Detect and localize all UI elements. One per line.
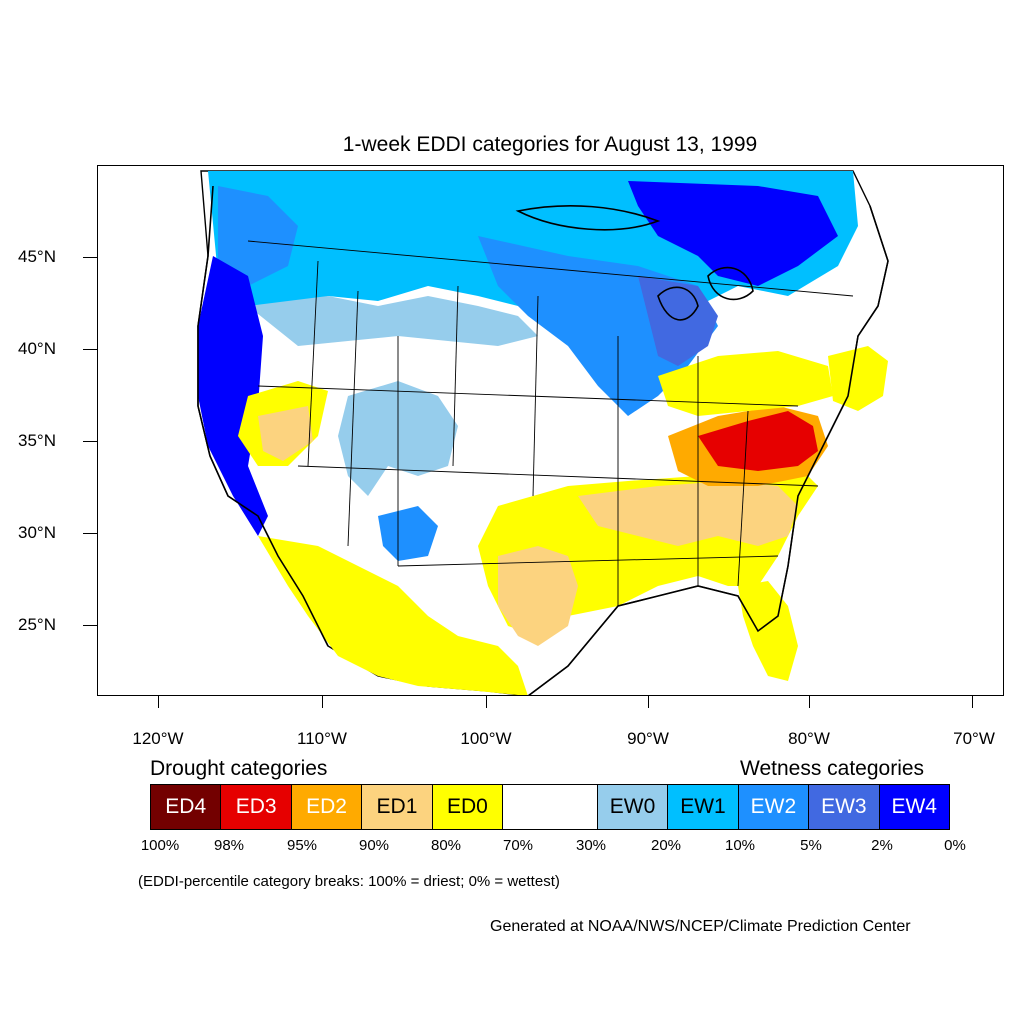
lat-label-45: 45°N	[18, 247, 56, 266]
pct-label-98: 98%	[213, 837, 245, 854]
dry-region-florida	[738, 581, 798, 681]
lon-tick-120	[158, 696, 159, 708]
dry-region-texas-ed1	[498, 546, 578, 646]
category-breaks-note: (EDDI-percentile category breaks: 100% =…	[138, 873, 560, 890]
pct-label-70: 70%	[502, 837, 534, 854]
lon-tick-70	[972, 696, 973, 708]
legend-swatch-ew3: EW3	[809, 785, 880, 829]
pct-label-2: 2%	[871, 837, 893, 854]
dry-region-ohio-valley	[658, 351, 833, 416]
lon-label-110: 110°W	[297, 729, 347, 748]
lon-label-90: 90°W	[627, 729, 669, 748]
pct-label-95: 95%	[286, 837, 318, 854]
lon-tick-110	[322, 696, 323, 708]
lon-label-80: 80°W	[788, 729, 830, 748]
legend-label-ed0: ED0	[446, 795, 488, 818]
wetness-heading: Wetness categories	[740, 757, 925, 780]
legend-swatch-ed4: ED4	[151, 785, 222, 829]
wet-region-lakes-south	[638, 276, 718, 366]
wet-region-great-lakes	[628, 181, 838, 286]
legend-swatch-ed0: ED0	[432, 785, 504, 829]
wet-region-rockies	[378, 506, 438, 561]
pct-label-10: 10%	[724, 837, 756, 854]
legend-swatch-ed2: ED2	[291, 785, 363, 829]
dry-region-northeast	[828, 346, 888, 411]
lat-label-30: 30°N	[18, 523, 56, 542]
lon-label-120: 120°W	[132, 729, 184, 748]
legend-label-ed2: ED2	[306, 795, 347, 818]
lon-tick-80	[809, 696, 810, 708]
map-title: 1-week EDDI categories for August 13, 19…	[342, 133, 758, 156]
legend-swatch-neutral	[503, 785, 598, 829]
dry-region-southwest	[258, 536, 528, 695]
wet-region-light-north	[248, 296, 538, 346]
lat-tick-30	[83, 533, 97, 534]
credit-line: Generated at NOAA/NWS/NCEP/Climate Predi…	[490, 918, 911, 935]
drought-heading: Drought categories	[150, 757, 328, 780]
legend-label-ew4: EW4	[891, 795, 937, 818]
legend-label-ed4: ED4	[165, 795, 207, 818]
lat-tick-45	[83, 257, 97, 258]
legend-swatch-ew0: EW0	[597, 785, 669, 829]
legend-label-ew0: EW0	[609, 795, 656, 818]
pct-label-0: 0%	[944, 837, 966, 854]
coastlines	[197, 185, 889, 695]
pct-label-80: 80%	[430, 837, 462, 854]
pct-label-5: 5%	[800, 837, 822, 854]
legend-label-ew2: EW2	[750, 795, 797, 818]
lat-label-25: 25°N	[18, 615, 56, 634]
lon-tick-90	[648, 696, 649, 708]
lat-tick-40	[83, 349, 97, 350]
legend-swatch-ed3: ED3	[221, 785, 292, 829]
map-canvas	[197, 170, 889, 695]
category-legend: ED4 ED3 ED2 ED1 ED0 EW0 EW1 EW2 EW3 EW4	[150, 784, 950, 830]
map-panel	[97, 165, 1004, 696]
dry-region-nevada-ed1	[258, 406, 313, 461]
wet-region-northwest	[218, 186, 298, 286]
lat-label-35: 35°N	[18, 431, 56, 450]
lon-label-100: 100°W	[460, 729, 512, 748]
legend-swatch-ew1: EW1	[668, 785, 739, 829]
legend-swatch-ew2: EW2	[738, 785, 810, 829]
lat-tick-25	[83, 625, 97, 626]
legend-swatch-ew4: EW4	[879, 785, 949, 829]
legend-label-ed3: ED3	[235, 795, 277, 818]
legend-label-ew3: EW3	[821, 795, 867, 818]
lon-label-70: 70°W	[953, 729, 995, 748]
legend-swatch-ed1: ED1	[362, 785, 433, 829]
wet-region-west-coast	[198, 256, 268, 536]
pct-label-100: 100%	[140, 837, 180, 854]
lat-tick-35	[83, 441, 97, 442]
pct-label-90: 90%	[358, 837, 390, 854]
legend-label-ed1: ED1	[376, 795, 418, 818]
lon-tick-100	[486, 696, 487, 708]
pct-label-30: 30%	[575, 837, 607, 854]
dry-region-mid-atlantic-ed3	[698, 411, 818, 471]
lat-label-40: 40°N	[18, 339, 56, 358]
legend-label-ew1: EW1	[680, 795, 726, 818]
pct-label-20: 20%	[650, 837, 682, 854]
